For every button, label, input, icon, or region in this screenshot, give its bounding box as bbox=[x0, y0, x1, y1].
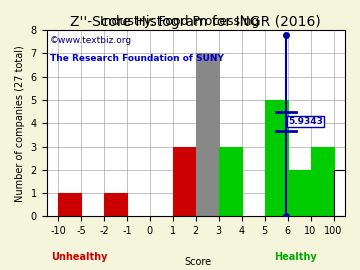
Bar bbox=[58, 193, 81, 216]
Text: Score: Score bbox=[184, 257, 212, 267]
Bar bbox=[104, 193, 127, 216]
Bar bbox=[196, 53, 219, 216]
Text: The Research Foundation of SUNY: The Research Foundation of SUNY bbox=[50, 54, 224, 63]
Bar bbox=[333, 170, 356, 216]
Text: Unhealthy: Unhealthy bbox=[51, 252, 107, 262]
Bar bbox=[219, 147, 242, 216]
Text: Healthy: Healthy bbox=[274, 252, 316, 262]
Text: Industry: Food Processing: Industry: Food Processing bbox=[100, 15, 260, 28]
Text: ©www.textbiz.org: ©www.textbiz.org bbox=[50, 36, 132, 45]
Bar bbox=[265, 100, 288, 216]
Title: Z''-Score Histogram for INGR (2016): Z''-Score Histogram for INGR (2016) bbox=[71, 15, 321, 29]
Bar bbox=[173, 147, 196, 216]
Text: 5.9343: 5.9343 bbox=[288, 117, 323, 126]
Bar bbox=[288, 170, 311, 216]
Y-axis label: Number of companies (27 total): Number of companies (27 total) bbox=[15, 45, 25, 202]
Bar bbox=[311, 147, 333, 216]
